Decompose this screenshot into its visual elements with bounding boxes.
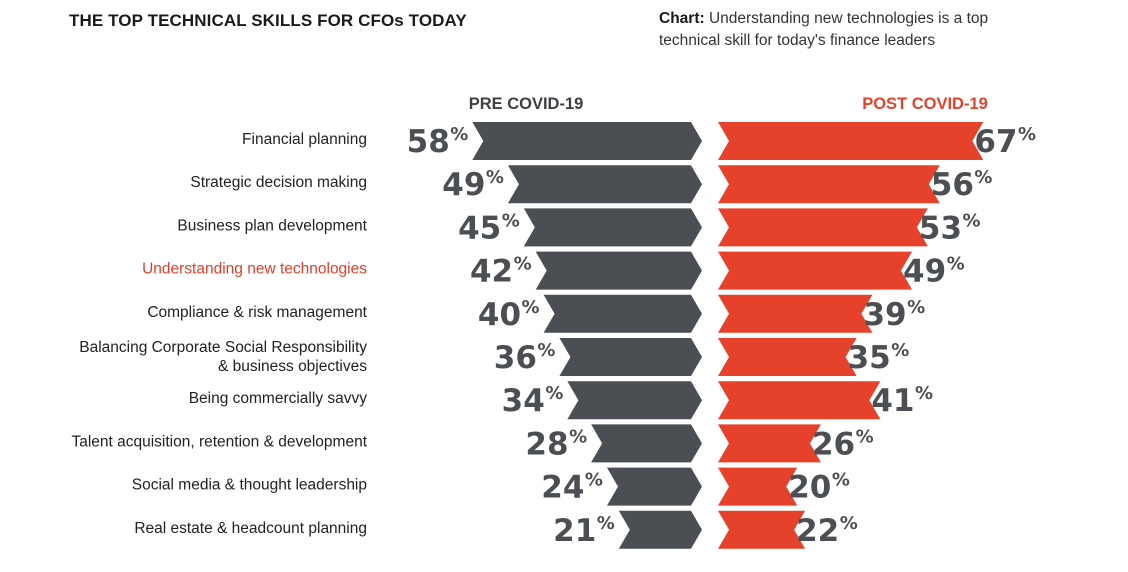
category-label: Strategic decision making	[190, 174, 367, 191]
post-covid-bar	[718, 510, 806, 549]
pre-covid-bar	[591, 424, 702, 463]
pre-covid-value: 49	[442, 167, 485, 203]
pre-covid-bar	[507, 165, 702, 204]
category-label: Understanding new technologies	[142, 261, 367, 278]
category-label: Financial planning	[242, 131, 367, 148]
pre-covid-bar	[618, 510, 702, 549]
pre-covid-bar	[567, 381, 702, 420]
post-covid-value: 49	[903, 254, 946, 290]
post-covid-bar	[718, 424, 821, 463]
category-label: Balancing Corporate Social Responsibilit…	[79, 339, 367, 375]
category-label: Social media & thought leadership	[132, 477, 367, 494]
pre-covid-percent-sign: %	[514, 254, 532, 275]
post-covid-bar	[718, 467, 798, 506]
pre-covid-bar	[535, 251, 702, 290]
category-label: Talent acquisition, retention & developm…	[71, 433, 367, 450]
post-covid-percent-sign: %	[947, 254, 965, 275]
post-covid-percent-sign: %	[856, 426, 874, 447]
post-covid-value: 26	[812, 426, 855, 462]
category-label: Compliance & risk management	[147, 304, 367, 321]
pre-covid-value: 58	[407, 124, 450, 160]
post-covid-header: POST COVID-19	[862, 95, 988, 113]
pre-covid-value: 28	[525, 426, 568, 462]
post-covid-percent-sign: %	[915, 383, 933, 404]
pre-covid-value: 24	[541, 470, 584, 506]
post-covid-percent-sign: %	[1018, 124, 1036, 145]
post-covid-percent-sign: %	[840, 513, 858, 534]
pre-covid-percent-sign: %	[597, 513, 615, 534]
post-covid-value: 39	[863, 297, 906, 333]
pre-covid-percent-sign: %	[585, 470, 603, 491]
pre-covid-value: 40	[478, 297, 521, 333]
post-covid-percent-sign: %	[974, 167, 992, 188]
post-covid-bar	[718, 381, 881, 420]
pre-covid-value: 42	[470, 254, 513, 290]
pre-covid-header: PRE COVID-19	[469, 95, 584, 113]
category-label: Being commercially savvy	[189, 390, 368, 407]
post-covid-bar	[718, 294, 873, 333]
pre-covid-percent-sign: %	[545, 383, 563, 404]
caption-text: Understanding new technologies is a top …	[659, 10, 989, 49]
pre-covid-value: 21	[553, 513, 596, 549]
post-covid-bar	[718, 208, 928, 247]
caption-label: Chart:	[659, 10, 705, 27]
pre-covid-percent-sign: %	[569, 426, 587, 447]
post-covid-value: 20	[788, 470, 831, 506]
pre-covid-value: 45	[458, 210, 501, 246]
pre-covid-bar	[559, 338, 702, 376]
pre-covid-percent-sign: %	[486, 167, 504, 188]
post-covid-bar	[718, 165, 940, 204]
pre-covid-bar	[523, 208, 702, 247]
post-covid-bar	[718, 338, 857, 376]
post-covid-percent-sign: %	[907, 297, 925, 318]
post-covid-bar	[718, 122, 984, 160]
post-covid-value: 67	[974, 124, 1017, 160]
post-covid-percent-sign: %	[832, 470, 850, 491]
category-label: Business plan development	[177, 217, 367, 234]
pre-covid-percent-sign: %	[522, 297, 540, 318]
post-covid-percent-sign: %	[891, 340, 909, 361]
pre-covid-value: 34	[502, 383, 545, 419]
post-covid-bar	[718, 251, 913, 290]
post-covid-value: 22	[796, 513, 839, 549]
post-covid-value: 35	[848, 340, 891, 376]
post-covid-value: 56	[931, 167, 974, 203]
pre-covid-value: 36	[494, 340, 537, 376]
post-covid-value: 41	[871, 383, 914, 419]
pre-covid-percent-sign: %	[450, 124, 468, 145]
pre-covid-percent-sign: %	[537, 340, 555, 361]
category-label: Real estate & headcount planning	[134, 520, 367, 537]
pre-covid-bar	[472, 122, 702, 160]
pre-covid-bar	[543, 294, 702, 333]
post-covid-percent-sign: %	[963, 210, 981, 231]
chart-title: THE TOP TECHNICAL SKILLS FOR CFOs TODAY	[69, 11, 467, 30]
pre-covid-percent-sign: %	[502, 210, 520, 231]
chart-caption: Chart: Understanding new technologies is…	[659, 8, 989, 52]
post-covid-value: 53	[919, 210, 962, 246]
pre-covid-bar	[606, 467, 702, 506]
